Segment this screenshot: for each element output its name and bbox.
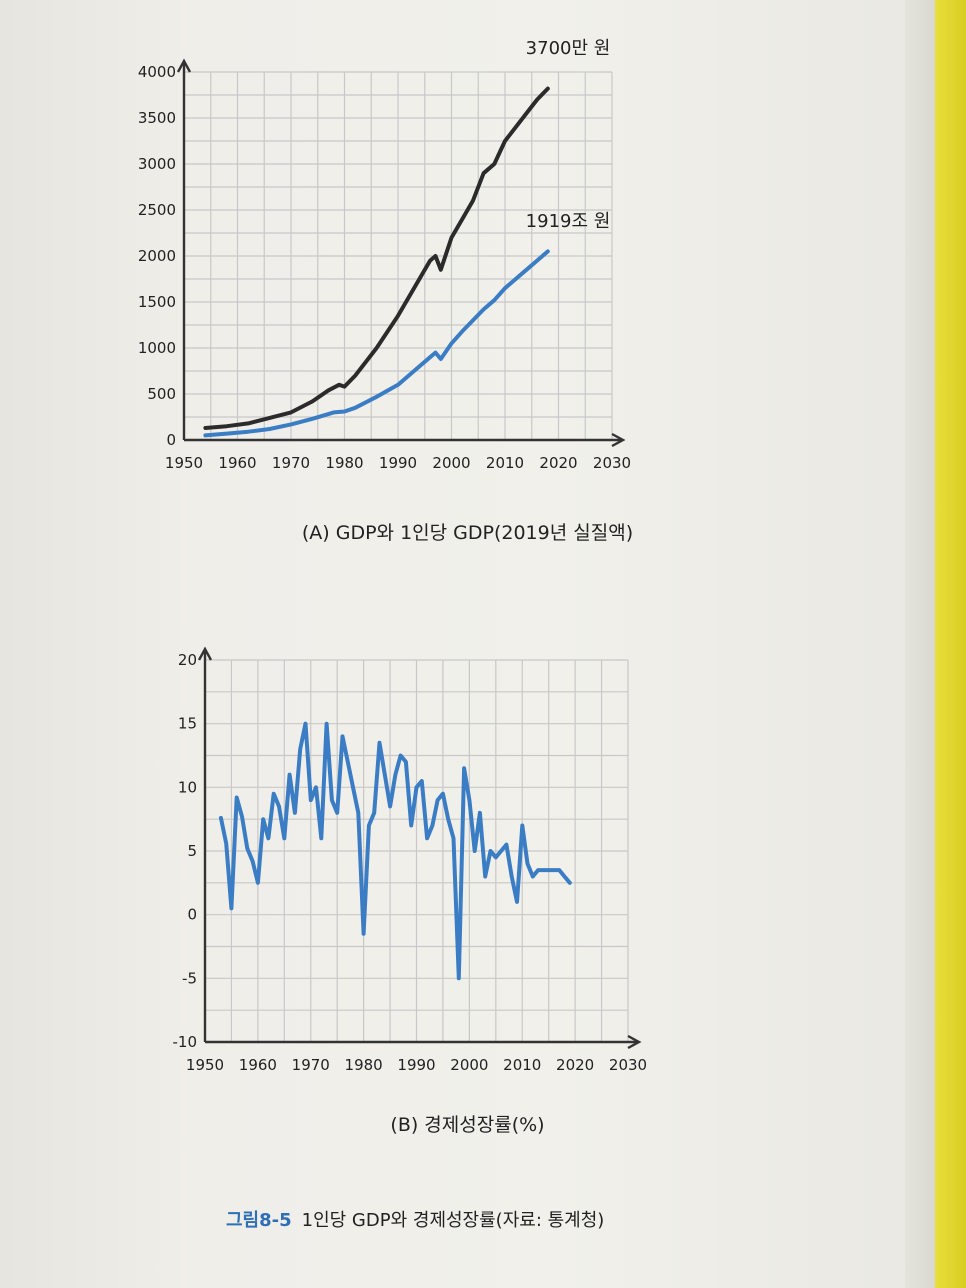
x-tick-label: 2020	[539, 454, 577, 472]
x-tick-label: 1950	[165, 454, 203, 472]
x-tick-label: 1990	[397, 1056, 435, 1074]
x-axis-arrow	[611, 432, 626, 448]
y-tick-label: 5	[187, 842, 197, 860]
growth-chart-grid	[205, 659, 629, 1042]
x-tick-label: 2020	[556, 1056, 594, 1074]
annotation-per-capita: 3700만 원	[526, 38, 611, 59]
gdp-chart: 1950 1960 1970 1980 1990 2000 2010 2020 2030 0 500…	[138, 38, 631, 472]
x-tick-label: 2000	[450, 1056, 488, 1074]
series-line-1	[203, 249, 550, 438]
x-tick-label: 1970	[292, 1056, 330, 1074]
gdp-chart-series	[203, 86, 550, 438]
x-tick-label: 2030	[609, 1056, 647, 1074]
y-tick-label: 15	[178, 715, 197, 733]
series-line-0	[218, 721, 572, 981]
book-page	[0, 0, 935, 1288]
y-tick-label: 2000	[138, 247, 176, 265]
figure-caption: 그림8-5 1인당 GDP와 경제성장률(자료: 통계청)	[226, 1206, 604, 1232]
growth-chart-tick-labels: 1950 1960 1970 1980 1990 2000 2010 2020 2030-10-…	[173, 651, 648, 1074]
y-tick-label: 20	[178, 651, 197, 669]
y-tick-label: -10	[173, 1033, 198, 1051]
x-tick-label: 2000	[432, 454, 470, 472]
growth-chart-series	[218, 721, 572, 981]
growth-rate-chart: 1950 1960 1970 1980 1990 2000 2010 2020 2030-10-…	[173, 646, 648, 1074]
x-tick-label: 1950	[186, 1056, 224, 1074]
y-tick-label: 1500	[138, 293, 176, 311]
page-edge	[905, 0, 935, 1288]
y-tick-label: 3500	[138, 109, 176, 127]
growth-chart-axes	[197, 646, 642, 1050]
gdp-chart-grid	[184, 71, 613, 440]
x-tick-label: 2030	[593, 454, 631, 472]
x-tick-label: 2010	[486, 454, 524, 472]
y-tick-label: 4000	[138, 63, 176, 81]
y-tick-label: -5	[182, 969, 197, 987]
figure-number: 그림8-5	[226, 1210, 292, 1231]
y-tick-label: 500	[147, 385, 176, 403]
x-tick-label: 1970	[272, 454, 310, 472]
y-axis-arrow	[176, 58, 192, 73]
x-tick-label: 1960	[218, 454, 256, 472]
book-cover-edge	[935, 0, 966, 1288]
y-tick-label: 10	[178, 778, 197, 796]
series-line-0	[203, 86, 550, 430]
chart-b-caption: (B) 경제성장률(%)	[390, 1114, 545, 1136]
chart-a-caption: (A) GDP와 1인당 GDP(2019년 실질액)	[301, 522, 634, 544]
y-tick-label: 1000	[138, 339, 176, 357]
x-tick-label: 1980	[345, 1056, 383, 1074]
annotation-gdp-total: 1919조 원	[526, 211, 611, 232]
figure-title: 1인당 GDP와 경제성장률(자료: 통계청)	[301, 1210, 605, 1231]
y-tick-label: 3000	[138, 155, 176, 173]
gdp-chart-axes	[176, 58, 626, 448]
y-axis-arrow	[197, 646, 213, 661]
gdp-chart-tick-labels: 1950 1960 1970 1980 1990 2000 2010 2020 2030 0 500…	[138, 63, 631, 472]
x-tick-label: 1960	[239, 1056, 277, 1074]
y-tick-label: 2500	[138, 201, 176, 219]
y-tick-label: 0	[166, 431, 176, 449]
x-tick-label: 1990	[379, 454, 417, 472]
x-tick-label: 2010	[503, 1056, 541, 1074]
y-tick-label: 0	[187, 906, 197, 924]
x-axis-arrow	[627, 1034, 642, 1050]
x-tick-label: 1980	[325, 454, 363, 472]
